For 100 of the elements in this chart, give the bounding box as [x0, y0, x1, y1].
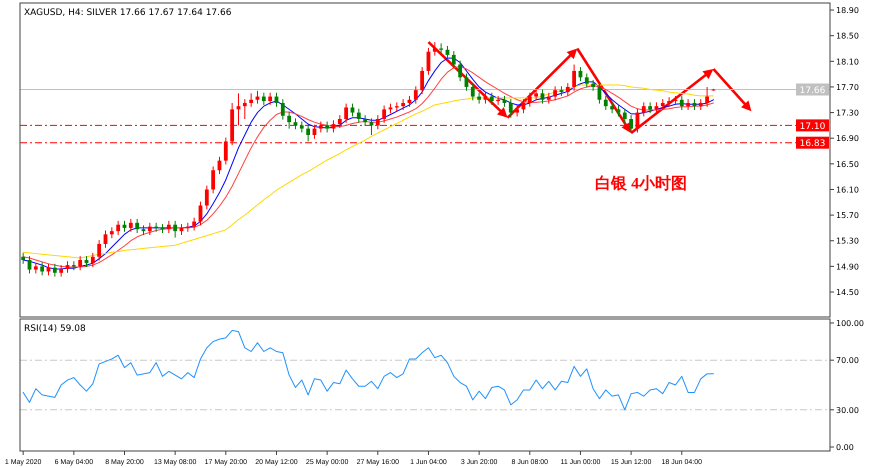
candlestick	[408, 95, 412, 108]
candlestick	[280, 98, 285, 120]
candlestick	[477, 92, 482, 104]
y-tick-label: 16.50	[836, 160, 859, 169]
candlestick	[452, 50, 456, 69]
candlestick	[104, 230, 108, 248]
candlestick	[667, 96, 672, 108]
candlestick	[363, 114, 368, 127]
candlestick	[344, 103, 348, 124]
candlestick	[66, 260, 70, 274]
candlestick	[198, 201, 202, 226]
candlestick	[414, 86, 418, 104]
candlestick	[180, 224, 184, 236]
ref-line-label: 16.83	[800, 139, 826, 150]
candlestick	[46, 263, 50, 276]
candlestick	[192, 217, 196, 231]
candlestick	[294, 118, 298, 130]
candlestick	[325, 121, 330, 133]
candlestick	[350, 103, 354, 117]
candlestick	[616, 105, 620, 117]
candlestick	[110, 226, 114, 239]
candlestick	[572, 64, 576, 92]
candlestick	[218, 156, 222, 175]
candlestick	[128, 218, 133, 232]
candlestick	[692, 98, 696, 111]
text: XAGUSD, H4: SILVER 17.66 17.67 17.64 17.66	[24, 8, 232, 18]
candlestick	[382, 105, 386, 124]
candlestick	[142, 224, 146, 236]
candlestick	[528, 92, 532, 108]
candlestick	[502, 95, 506, 108]
y-tick-label: 18.50	[836, 32, 859, 41]
candlestick	[173, 220, 178, 238]
candlestick	[534, 89, 538, 101]
candlestick	[560, 86, 564, 96]
candlestick	[420, 66, 424, 94]
annotation: 白银 4小时图	[595, 174, 688, 192]
candlestick	[262, 92, 266, 106]
ref-line-label: 17.10	[800, 122, 826, 132]
candlestick	[426, 47, 430, 76]
candlestick	[686, 98, 690, 111]
candlestick	[40, 262, 44, 276]
candlestick	[446, 45, 450, 60]
candlestick	[256, 90, 260, 104]
candlestick	[622, 108, 627, 124]
candlestick	[356, 108, 361, 124]
y-tick-label: 16.10	[836, 185, 859, 194]
text: RSI(14) 59.08	[24, 324, 86, 334]
y-tick-label: 17.70	[836, 82, 859, 92]
candlestick	[610, 102, 614, 114]
candlestick	[148, 222, 152, 236]
candlestick	[166, 220, 171, 234]
y-tick-label: 70.00	[836, 356, 859, 366]
candlestick	[578, 66, 582, 82]
candlestick	[401, 98, 406, 111]
y-tick-label: 0.00	[836, 443, 854, 452]
candlestick	[52, 263, 57, 278]
candlestick	[268, 92, 272, 106]
candlestick	[566, 82, 570, 96]
y-tick-label: 30.00	[836, 406, 859, 415]
ref-line-label: 17.66	[800, 86, 826, 96]
candlestick	[274, 92, 278, 108]
candlestick	[522, 98, 526, 114]
y-tick-label: 16.90	[836, 134, 859, 144]
y-tick-label: 18.90	[836, 6, 859, 16]
candlestick	[508, 98, 513, 118]
candlestick	[78, 256, 82, 271]
y-tick-label: 15.30	[836, 236, 859, 246]
y-tick-label: 14.90	[836, 262, 859, 272]
candlestick	[439, 42, 444, 54]
candlestick	[705, 86, 709, 108]
candlestick	[306, 124, 310, 142]
candlestick	[59, 264, 64, 278]
candlestick	[591, 79, 596, 92]
y-tick-label: 100.00	[836, 318, 864, 328]
candlestick	[122, 220, 126, 232]
candlestick	[388, 103, 392, 114]
candlestick	[490, 92, 494, 106]
candlestick	[249, 92, 254, 108]
y-tick-label: 17.30	[836, 108, 859, 118]
candlestick	[515, 105, 520, 117]
candlestick	[648, 102, 652, 114]
candlestick	[204, 185, 209, 210]
candlestick	[484, 92, 488, 104]
candlestick	[629, 114, 634, 133]
candlestick	[464, 72, 468, 92]
y-tick-label: 15.70	[836, 211, 859, 220]
candlestick	[553, 86, 558, 101]
candlestick	[224, 137, 228, 165]
candlestick	[598, 82, 602, 104]
candlestick	[540, 89, 544, 104]
candlestick	[370, 118, 374, 136]
candlestick	[642, 102, 646, 117]
candlestick	[546, 92, 551, 104]
candlestick	[458, 60, 462, 82]
y-tick-label: 18.10	[836, 57, 859, 66]
candlestick	[28, 256, 32, 274]
candlestick	[84, 256, 88, 268]
y-tick-label: 14.50	[836, 288, 859, 298]
candlestick	[97, 240, 102, 262]
candlestick	[211, 166, 216, 194]
